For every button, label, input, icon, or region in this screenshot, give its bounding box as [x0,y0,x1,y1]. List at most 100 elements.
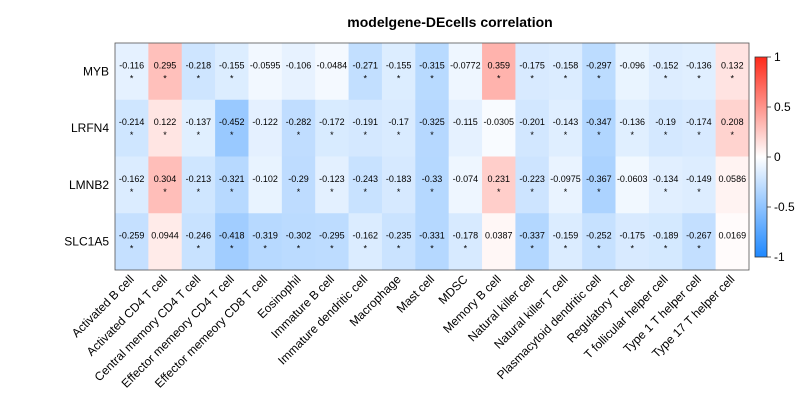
heatmap-cell [415,213,449,271]
cell-value-label: -0.243 [352,174,378,184]
row-label: LMNB2 [69,178,109,192]
heatmap-cell [448,99,483,157]
heatmap-cell [181,99,216,157]
heatmap-border [114,42,750,271]
heatmap-cell [415,43,449,101]
significance-star: * [163,130,167,140]
significance-star: * [664,130,668,140]
significance-star: * [564,187,568,197]
significance-star: * [597,244,601,254]
cell-value-label: -0.321 [219,174,245,184]
heatmap-cell [115,213,149,271]
heatmap-cell [715,156,750,214]
cell-value-label: -0.122 [252,117,278,127]
heatmap-cell [715,43,750,101]
row-label: LRFN4 [71,121,109,135]
significance-star: * [297,187,301,197]
heatmap-cell [281,99,316,157]
cell-value-label: -0.074 [453,174,479,184]
heatmap-cell [548,43,583,101]
heatmap-cell [248,43,283,101]
heatmap-cell [582,156,616,214]
heatmap-cell [615,213,650,271]
significance-star: * [731,73,735,83]
cell-value-label: -0.143 [553,117,579,127]
significance-star: * [597,73,601,83]
cell-value-label: -0.295 [319,231,345,241]
significance-star: * [664,73,668,83]
heatmap-cell [348,43,383,101]
row-labels: MYB LRFN4 LMNB2 SLC1A5 [64,64,109,248]
significance-star: * [530,244,534,254]
heatmap-cell [315,213,349,271]
cell-value-label: -0.158 [553,60,579,70]
cell-value-label: 0.231 [487,174,510,184]
cell-value-label: -0.162 [119,174,145,184]
significance-star: * [497,187,501,197]
cell-value-label: -0.315 [419,60,445,70]
heatmap-cell [648,43,683,101]
heatmap-cell [715,213,750,271]
significance-star: * [430,73,434,83]
heatmap-cell [682,156,716,214]
heatmap-cell [248,213,283,271]
heatmap-cell [215,213,249,271]
cell-value-label: 0.295 [154,60,177,70]
cell-value-label: 0.359 [487,60,510,70]
heatmap-cell [315,99,349,157]
significance-star: * [597,130,601,140]
heatmap-cell [415,156,449,214]
cell-value-label: -0.0772 [450,60,481,70]
significance-star: * [364,244,368,254]
heatmap-cell [648,156,683,214]
legend-tick-label: 0 [774,150,781,164]
cell-value-label: -0.115 [453,117,478,127]
heatmap-cell [448,213,483,271]
significance-star: * [497,73,501,83]
significance-star: * [430,244,434,254]
heatmap-cell [515,99,550,157]
cell-value-label: -0.0595 [250,60,281,70]
heatmap-cell [582,43,616,101]
significance-star: * [464,244,468,254]
significance-star: * [630,130,634,140]
significance-star: * [697,187,701,197]
cell-value-label: -0.162 [352,231,378,241]
significance-star: * [397,187,401,197]
cell-value-label: 0.0169 [719,231,747,241]
cell-value-label: -0.134 [653,174,679,184]
significance-star: * [330,244,334,254]
significance-star: * [230,187,234,197]
cell-value-label: -0.252 [586,231,612,241]
significance-star: * [697,130,701,140]
significance-star: * [197,187,201,197]
cell-value-label: -0.271 [352,60,378,70]
cell-value-label: -0.172 [319,117,345,127]
significance-star: * [130,244,134,254]
cell-value-label: -0.0603 [617,174,648,184]
significance-star: * [230,73,234,83]
heatmap-cell [215,156,249,214]
significance-star: * [664,187,668,197]
cell-value-label: -0.214 [119,117,145,127]
cell-value-label: -0.201 [519,117,545,127]
heatmap-cell [248,156,283,214]
legend-color-bar [754,56,768,258]
significance-star: * [230,244,234,254]
heatmap-cell [448,156,483,214]
cell-value-label: -0.235 [386,231,412,241]
legend-tick-label: 1 [774,50,781,64]
cell-value-label: -0.347 [586,117,612,127]
cell-value-label: -0.155 [386,60,412,70]
significance-star: * [697,244,701,254]
cell-value-label: -0.116 [119,60,144,70]
heatmap-cell [315,156,349,214]
heatmap-cell [548,156,583,214]
significance-star: * [430,130,434,140]
cell-value-label: -0.367 [586,174,612,184]
heatmap-cell [682,43,716,101]
cell-value-label: -0.17 [388,117,409,127]
cell-value-label: -0.106 [286,60,312,70]
significance-star: * [697,73,701,83]
